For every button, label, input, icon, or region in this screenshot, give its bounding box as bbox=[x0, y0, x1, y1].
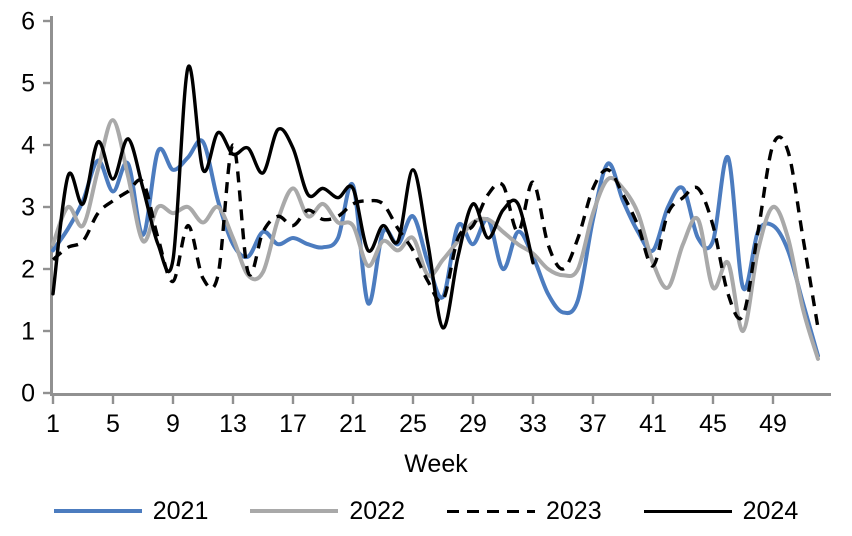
chart-legend: 2021 2022 2023 2024 bbox=[0, 491, 852, 531]
y-axis-tick-label: 5 bbox=[21, 70, 35, 98]
y-axis-tick-label: 6 bbox=[21, 8, 35, 36]
legend-sample-2023-line bbox=[447, 509, 535, 513]
legend-item-2024: 2024 bbox=[643, 496, 799, 525]
y-axis-tick-label: 1 bbox=[21, 318, 35, 346]
series-line-2022 bbox=[51, 118, 820, 361]
legend-sample-2024-line bbox=[643, 509, 732, 513]
x-axis-tick-label: 25 bbox=[399, 410, 427, 438]
legend-label-2024: 2024 bbox=[742, 496, 799, 525]
legend-sample-2021-line bbox=[53, 509, 142, 513]
x-axis-tick-label: 37 bbox=[579, 410, 607, 438]
x-axis-tick-label: 1 bbox=[46, 410, 60, 438]
x-axis-tick-label: 13 bbox=[219, 410, 247, 438]
legend-label-2021: 2021 bbox=[152, 496, 209, 525]
legend-item-2021: 2021 bbox=[53, 496, 209, 525]
x-axis-tick-label: 33 bbox=[519, 410, 547, 438]
x-axis-tick-label: 45 bbox=[699, 410, 727, 438]
legend-item-2023: 2023 bbox=[447, 496, 602, 525]
x-axis-tick-label: 29 bbox=[459, 410, 487, 438]
legend-item-2022: 2022 bbox=[250, 496, 405, 525]
y-axis-tick-label: 3 bbox=[21, 194, 35, 222]
y-axis-tick-label: 4 bbox=[21, 132, 35, 160]
x-axis-tick-label: 17 bbox=[279, 410, 307, 438]
series-line-2024 bbox=[51, 64, 535, 330]
legend-label-2022: 2022 bbox=[349, 496, 405, 525]
y-axis-tick-label: 2 bbox=[21, 256, 35, 284]
legend-sample-2022-line bbox=[250, 509, 339, 513]
x-axis-tick-label: 41 bbox=[639, 410, 667, 438]
x-axis-tick-label: 21 bbox=[339, 410, 367, 438]
series-layer bbox=[51, 64, 820, 361]
legend-label-2023: 2023 bbox=[546, 496, 602, 525]
x-axis-tick-label: 49 bbox=[759, 410, 787, 438]
x-axis-tick-label: 9 bbox=[166, 410, 180, 438]
x-axis-tick-label: 5 bbox=[106, 410, 120, 438]
y-axis-tick-label: 0 bbox=[21, 380, 35, 408]
x-axis-title: Week bbox=[404, 450, 468, 478]
